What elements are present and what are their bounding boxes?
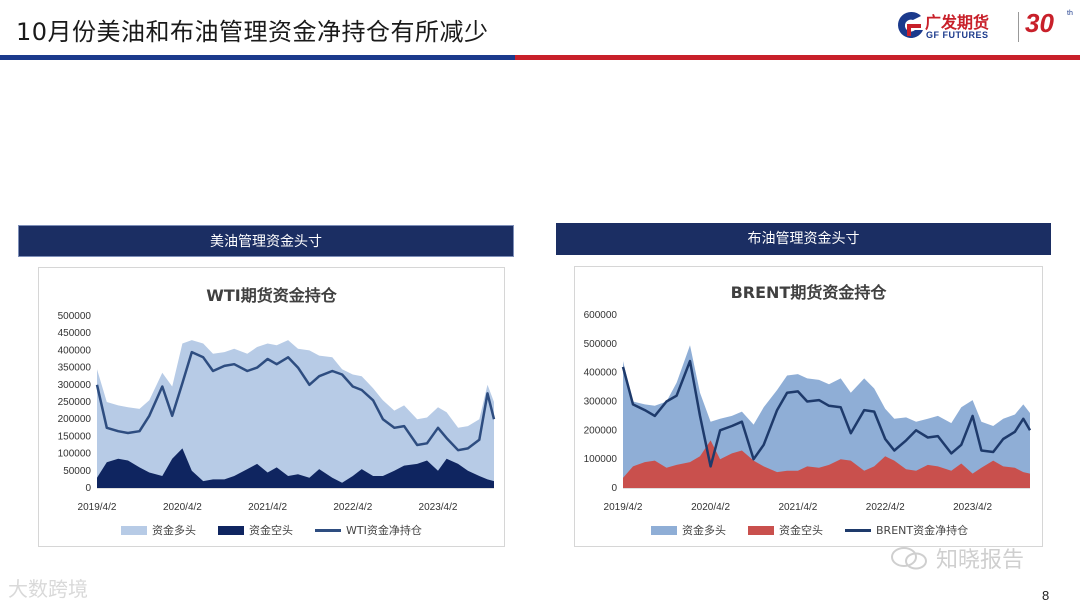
- chart-title: WTI期货资金持仓: [206, 286, 337, 305]
- chart-legend: 资金多头 资金空头 WTI资金净持仓: [121, 522, 444, 538]
- series-area-short: [623, 440, 1030, 488]
- y-tick-label: 300000: [58, 380, 92, 391]
- x-tick-label: 2021/4/2: [248, 502, 287, 513]
- y-tick-label: 200000: [584, 425, 618, 436]
- wechat-icon: [891, 547, 927, 570]
- y-tick-label: 400000: [58, 345, 92, 356]
- legend-item: WTI资金净持仓: [315, 522, 422, 538]
- y-tick-label: 150000: [58, 431, 92, 442]
- y-tick-label: 50000: [63, 466, 91, 477]
- legend-item: 资金多头: [651, 522, 726, 538]
- series-area-long: [623, 345, 1030, 488]
- x-tick-label: 2023/4/2: [953, 502, 992, 513]
- logo-name-cn: 广发期货: [925, 13, 990, 32]
- legend-swatch: [748, 525, 774, 535]
- legend-swatch: [218, 525, 244, 535]
- slide-title: 10月份美油和布油管理资金净持仓有所减少: [16, 18, 489, 46]
- y-tick-label: 450000: [58, 328, 92, 339]
- chart-plot: 0 50000 100000 150000 200000 250000 300000 3500…: [58, 311, 496, 513]
- y-tick-label: 200000: [58, 414, 92, 425]
- y-tick-label: 100000: [58, 449, 92, 460]
- logo-divider: [1018, 12, 1019, 42]
- legend-label: BRENT资金净持仓: [876, 524, 969, 537]
- chart-legend: 资金多头 资金空头 BRENT资金净持仓: [651, 522, 990, 538]
- chart-brent: BRENT期货资金持仓 0 100000 200000 300000 400000 500…: [574, 266, 1043, 547]
- legend-item: BRENT资金净持仓: [845, 522, 968, 538]
- watermark-left: 大数跨境: [8, 577, 88, 601]
- chart-title: BRENT期货资金持仓: [730, 283, 887, 302]
- legend-item: 资金多头: [121, 522, 196, 538]
- y-tick-label: 400000: [584, 368, 618, 379]
- x-tick-label: 2022/4/2: [333, 502, 372, 513]
- x-tick-label: 2021/4/2: [778, 502, 817, 513]
- logo-anniversary: 30: [1025, 8, 1054, 38]
- chart-wti: WTI期货资金持仓 0 50000 100000 150000 200000 250000…: [38, 267, 505, 547]
- header-bar-blue: [0, 55, 515, 60]
- y-tick-label: 600000: [584, 310, 618, 321]
- x-tick-label: 2019/4/2: [78, 502, 117, 513]
- legend-label: 资金空头: [779, 524, 823, 537]
- legend-swatch: [651, 525, 677, 535]
- chart-plot: 0 100000 200000 300000 400000 500000 600000 201…: [584, 310, 1032, 513]
- logo-name-en: GF FUTURES: [926, 30, 989, 40]
- legend-label: 资金多头: [682, 524, 726, 537]
- y-tick-label: 500000: [584, 339, 618, 350]
- x-tick-label: 2020/4/2: [163, 502, 202, 513]
- y-tick-label: 0: [85, 483, 91, 494]
- legend-swatch: [121, 525, 147, 535]
- y-tick-label: 250000: [58, 397, 92, 408]
- legend-label: WTI资金净持仓: [346, 524, 422, 537]
- y-tick-label: 350000: [58, 363, 92, 374]
- x-tick-label: 2023/4/2: [419, 502, 458, 513]
- legend-label: 资金空头: [249, 524, 293, 537]
- panel-header-brent: 布油管理资金头寸: [556, 223, 1051, 255]
- legend-item: 资金空头: [218, 522, 293, 538]
- x-tick-label: 2019/4/2: [604, 502, 643, 513]
- legend-item: 资金空头: [748, 522, 823, 538]
- series-line-net: [95, 350, 496, 452]
- legend-swatch: [845, 528, 871, 532]
- logo-anniversary-suffix: th: [1067, 10, 1073, 17]
- y-tick-label: 100000: [584, 454, 618, 465]
- series-area-long: [97, 340, 494, 488]
- legend-swatch: [315, 528, 341, 532]
- page-number: 8: [1042, 588, 1050, 603]
- series-area-short: [97, 448, 494, 488]
- y-tick-label: 0: [611, 483, 617, 494]
- y-tick-label: 300000: [584, 397, 618, 408]
- y-tick-label: 500000: [58, 311, 92, 322]
- panel-header-wti: 美油管理资金头寸: [18, 225, 514, 257]
- gf-logo-icon: [898, 11, 923, 38]
- x-tick-label: 2020/4/2: [691, 502, 730, 513]
- gf-futures-logo: 广发期货 GF FUTURES 30 th: [895, 8, 1080, 48]
- series-line-net: [621, 359, 1032, 468]
- x-tick-label: 2022/4/2: [866, 502, 905, 513]
- watermark-right: 知晓报告: [936, 548, 1025, 573]
- legend-label: 资金多头: [152, 524, 196, 537]
- header-bar-red: [515, 55, 1080, 60]
